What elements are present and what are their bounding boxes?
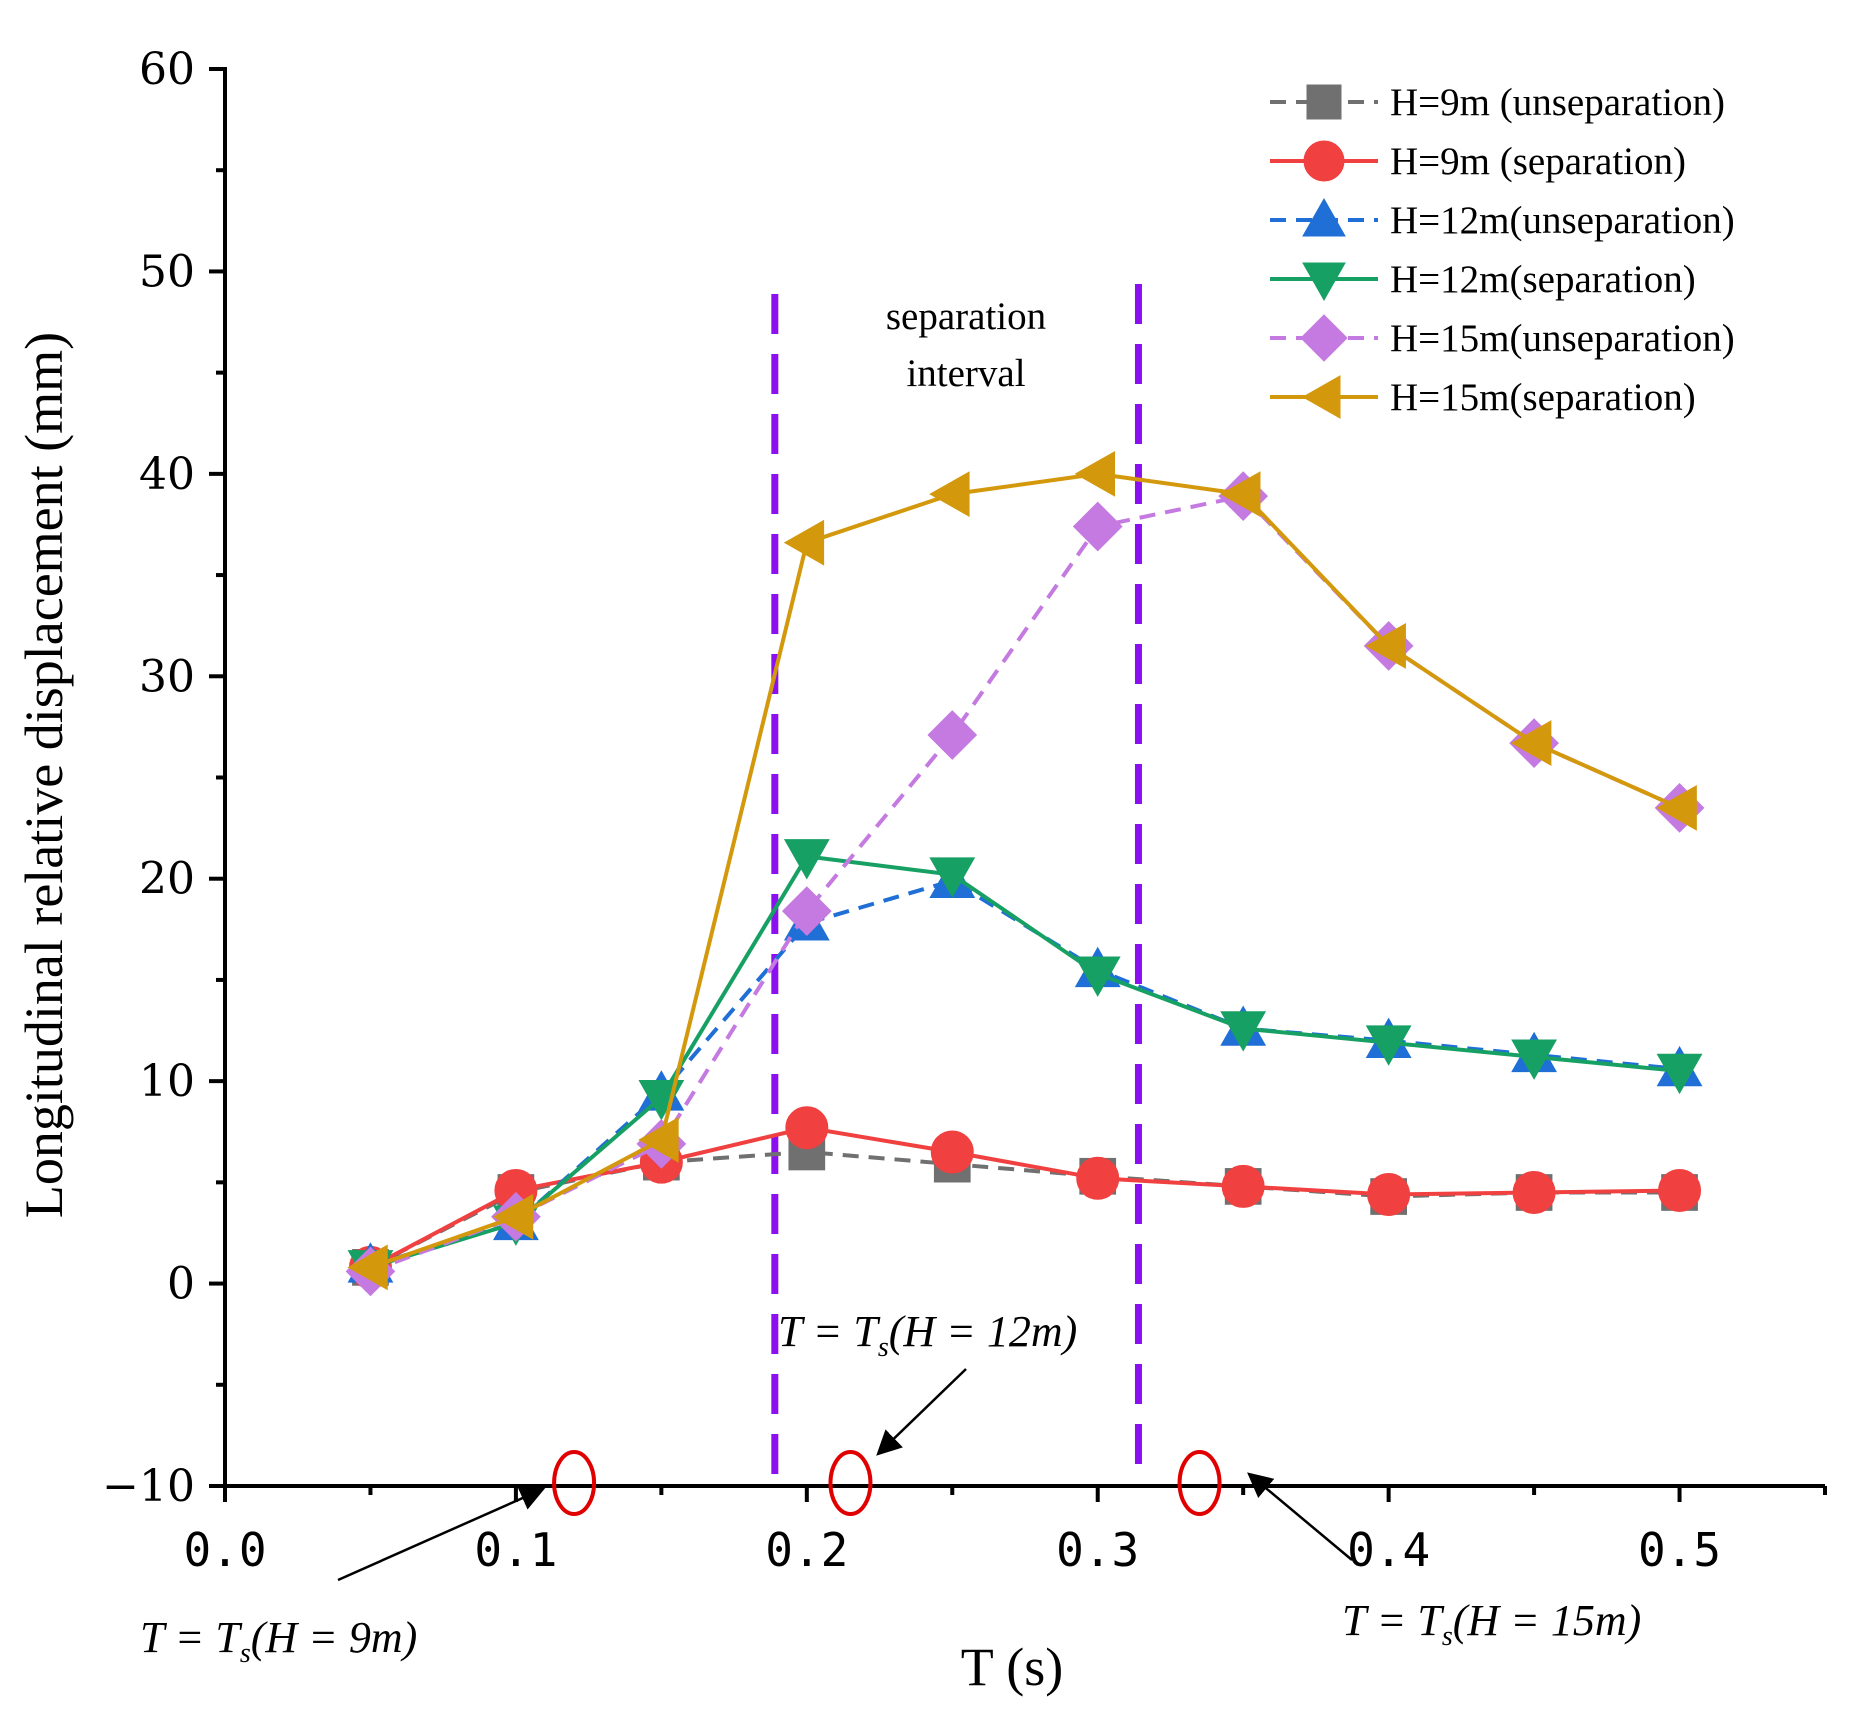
data-point (1072, 501, 1123, 552)
annotation-arrow (876, 1368, 967, 1456)
series-line (369, 471, 1681, 1270)
separation-interval-group: separation interval (771, 284, 1142, 1492)
data-point (1074, 956, 1121, 997)
data-point (1365, 1025, 1412, 1066)
series-h-15m-separation- (347, 450, 1697, 1291)
legend-marker (1303, 140, 1345, 182)
data-point (1511, 720, 1552, 766)
data-point (1658, 1168, 1702, 1212)
series-h-12m-separation- (347, 839, 1703, 1291)
x-axis-title: T (s) (961, 1637, 1064, 1697)
x-tick-label: 0.3 (1056, 1523, 1139, 1577)
annotation-label: T = Ts(H = 9m) (140, 1613, 417, 1669)
data-point (1074, 450, 1116, 497)
data-point (1220, 471, 1261, 518)
legend-label: H=15m(unseparation) (1390, 317, 1735, 360)
series-group (345, 450, 1705, 1297)
legend-label: H=15m(separation) (1390, 376, 1696, 419)
data-point (929, 857, 976, 898)
data-point (1512, 1170, 1556, 1214)
data-point (347, 1244, 388, 1291)
data-point (492, 1193, 534, 1240)
legend-item: H=9m (unseparation) (1270, 81, 1725, 124)
data-point (638, 1116, 679, 1163)
legend-label: H=9m (unseparation) (1390, 81, 1725, 124)
y-tick-label: 30 (139, 651, 195, 702)
x-tick-label: 0.4 (1347, 1523, 1430, 1577)
series-line (369, 1149, 1680, 1270)
y-tick-label: 10 (139, 1056, 195, 1107)
legend: H=9m (unseparation) H=9m (separation) H=12… (1270, 81, 1735, 419)
data-point (1221, 1164, 1265, 1208)
data-point (930, 1130, 974, 1174)
annotation: T = Ts(H = 9m) (140, 1450, 597, 1669)
data-point (927, 710, 978, 760)
data-point (1656, 1053, 1703, 1095)
legend-item: H=12m(unseparation) (1270, 197, 1735, 242)
data-point (781, 886, 832, 936)
data-point (1076, 1156, 1120, 1200)
interval-label-line2: interval (906, 352, 1025, 395)
annotation-marker (828, 1450, 873, 1516)
series-line (369, 493, 1681, 1274)
x-tick-label: 0.5 (1638, 1523, 1721, 1577)
legend-label: H=9m (separation) (1390, 140, 1686, 183)
y-tick-label: 60 (139, 44, 195, 95)
legend-marker (1300, 314, 1348, 362)
annotation-marker (552, 1450, 597, 1516)
legend-marker (1306, 84, 1342, 120)
series-h-9m-unseparation- (352, 1133, 1698, 1286)
x-tick-label: 0.0 (183, 1523, 266, 1577)
legend-label: H=12m(unseparation) (1390, 199, 1735, 242)
annotation-marker (1177, 1450, 1222, 1516)
series-line (369, 878, 1680, 1268)
annotation-label: T = Ts(H = 15m) (1342, 1596, 1641, 1652)
y-tick-label: 20 (139, 854, 195, 905)
series-line (369, 1125, 1680, 1270)
annotation-arrow (1247, 1472, 1353, 1561)
data-point (783, 519, 825, 566)
axes-group: −10 0 10 20 30 40 50 60 0.0 0.1 0.2 0.3 0.4 0.5 (102, 44, 1827, 1577)
annotation: T = Ts(H = 15m) (1177, 1450, 1641, 1652)
annotations-group: T = Ts(H = 9m) T = Ts(H = 12m) T = Ts(H = … (140, 1307, 1641, 1669)
data-point (785, 1106, 829, 1150)
legend-marker (1301, 375, 1341, 419)
legend-item: H=15m(separation) (1270, 375, 1696, 419)
annotation-arrow (337, 1486, 546, 1582)
legend-item: H=15m(unseparation) (1270, 314, 1735, 362)
y-tick-label: 0 (167, 1259, 195, 1310)
legend-label: H=12m(separation) (1390, 258, 1696, 301)
y-tick-label: −10 (102, 1461, 195, 1512)
data-point (1365, 623, 1406, 669)
legend-marker (1302, 262, 1346, 302)
x-tick-label: 0.2 (765, 1523, 848, 1577)
y-tick-label: 50 (139, 246, 195, 297)
annotation-label: T = Ts(H = 12m) (778, 1307, 1077, 1363)
data-point (1220, 1011, 1267, 1052)
y-axis-title: Longitudinal relative displacement (mm) (14, 332, 74, 1218)
legend-marker (1302, 197, 1346, 237)
y-tick-label: 40 (139, 449, 195, 500)
series-line (369, 854, 1680, 1270)
interval-label-line1: separation (886, 295, 1046, 338)
data-point (1367, 1173, 1411, 1217)
legend-item: H=9m (separation) (1270, 140, 1686, 183)
annotation: T = Ts(H = 12m) (778, 1307, 1077, 1516)
data-point (929, 471, 970, 518)
data-point (1656, 784, 1697, 831)
x-tick-label: 0.1 (474, 1523, 557, 1577)
legend-item: H=12m(separation) (1270, 258, 1696, 302)
data-point (1511, 1039, 1557, 1080)
data-point (783, 839, 830, 880)
